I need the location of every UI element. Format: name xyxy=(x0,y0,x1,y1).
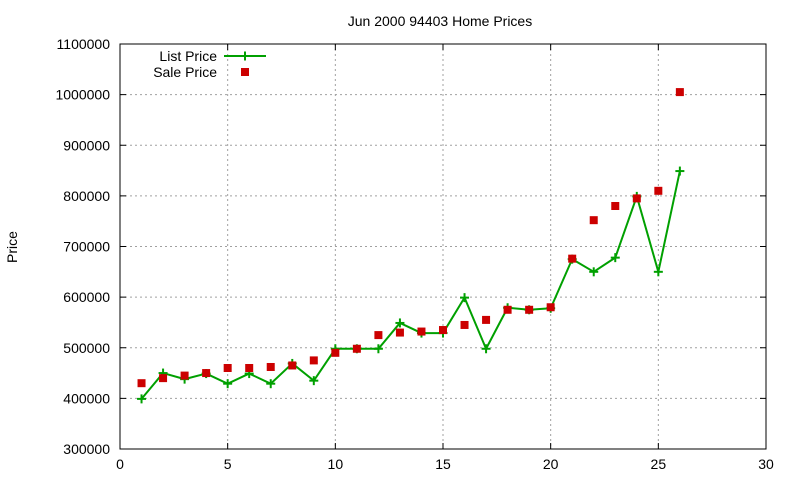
list-price-point xyxy=(266,379,276,389)
sale-price-point xyxy=(611,202,620,210)
list-price-point xyxy=(309,376,319,386)
list-price-point xyxy=(610,253,620,263)
legend-square-marker xyxy=(241,68,249,76)
x-tick-label: 0 xyxy=(116,456,124,472)
y-tick-label: 700000 xyxy=(63,239,110,255)
y-tick-label: 600000 xyxy=(63,289,110,305)
list-price-point xyxy=(373,344,383,354)
sale-price-point xyxy=(352,344,361,353)
sale-price-point xyxy=(202,369,211,378)
y-tick-label: 300000 xyxy=(63,441,110,457)
legend-label: List Price xyxy=(159,48,217,64)
sale-price-point xyxy=(159,374,168,383)
x-tick-label: 25 xyxy=(651,456,667,472)
sale-price-point xyxy=(180,371,189,380)
x-tick-label: 30 xyxy=(758,456,774,472)
sale-price-point xyxy=(223,364,232,372)
sale-price-point xyxy=(546,303,555,312)
sale-price-point xyxy=(331,348,340,357)
legend-label: Sale Price xyxy=(153,64,217,80)
list-price-point xyxy=(137,394,147,404)
list-price-point xyxy=(675,166,685,176)
x-tick-label: 5 xyxy=(224,456,232,472)
sale-price-point xyxy=(675,88,684,97)
sale-price-point xyxy=(654,186,663,195)
list-price-point xyxy=(460,293,470,303)
y-tick-label: 1100000 xyxy=(57,36,111,52)
sale-price-point xyxy=(137,379,146,388)
sale-price-point xyxy=(395,328,404,337)
sale-price-point xyxy=(460,320,469,329)
series xyxy=(137,88,685,404)
x-tick-label: 10 xyxy=(328,456,344,472)
y-tick-label: 500000 xyxy=(63,340,110,356)
sale-price-point xyxy=(245,364,254,372)
sale-price-point xyxy=(589,216,598,225)
sale-price-point xyxy=(568,254,577,263)
list-price-line xyxy=(140,170,681,400)
sale-price-point xyxy=(482,315,491,324)
legend-plus-marker xyxy=(240,51,250,61)
sale-price-point xyxy=(525,305,534,314)
sale-price-point xyxy=(374,331,383,340)
grid xyxy=(120,44,766,449)
y-tick-label: 400000 xyxy=(63,390,110,406)
sale-price-point xyxy=(503,305,512,314)
y-axis-label: Price xyxy=(4,231,20,263)
sale-price-point xyxy=(417,327,426,336)
chart-title: Jun 2000 94403 Home Prices xyxy=(348,13,532,29)
legend-sale-price: Sale Price xyxy=(153,64,249,80)
sale-price-point xyxy=(309,356,318,365)
x-tick-label: 20 xyxy=(543,456,559,472)
list-price-point xyxy=(653,267,663,277)
x-tick-label: 15 xyxy=(435,456,451,472)
y-tick-label: 800000 xyxy=(63,188,110,204)
legend-list-price: List Price xyxy=(159,48,266,64)
y-tick-label: 1000000 xyxy=(55,87,110,103)
sale-price-point xyxy=(266,362,275,371)
list-price-point xyxy=(481,344,491,354)
sale-price-point xyxy=(439,326,447,335)
sale-price-point xyxy=(288,361,297,370)
list-price-point xyxy=(589,267,599,277)
axes: 0 5 10 15 20 25 30 300000 400000 500000 600000 7000… xyxy=(55,36,774,472)
sale-price-point xyxy=(632,194,641,203)
list-price-point xyxy=(223,379,233,389)
list-price-point xyxy=(395,318,405,328)
y-tick-label: 900000 xyxy=(63,137,110,153)
